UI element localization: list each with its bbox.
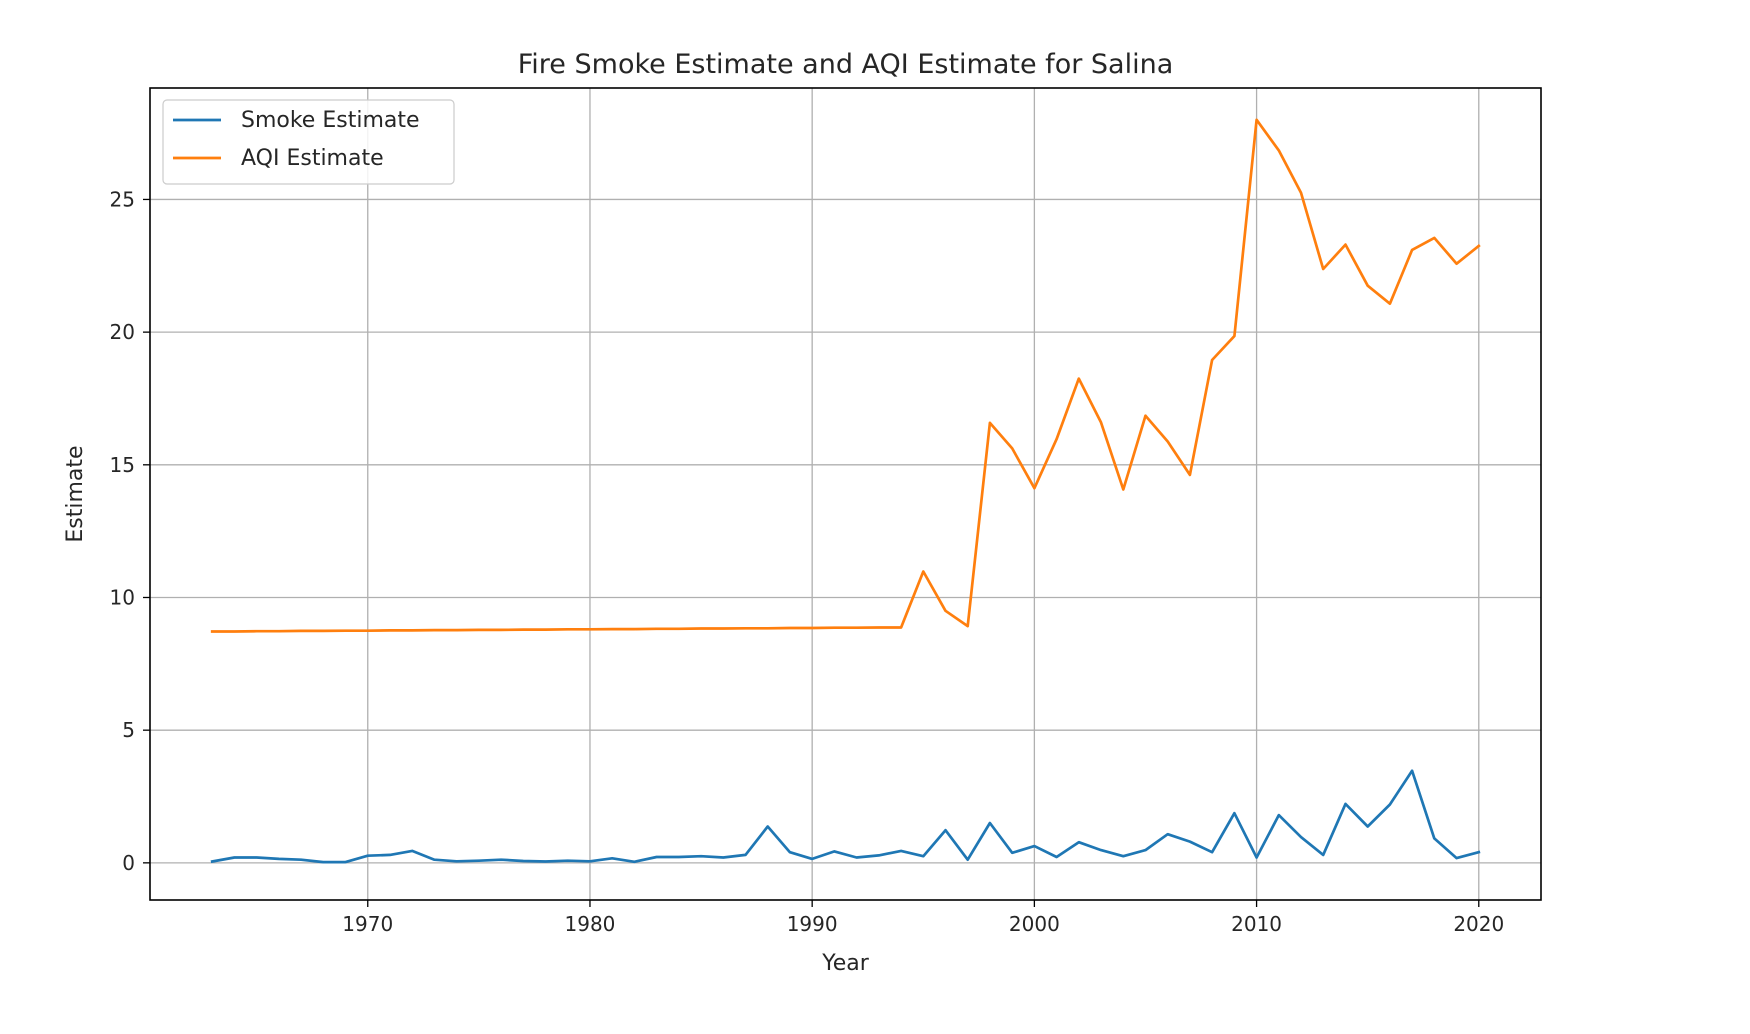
chart-title: Fire Smoke Estimate and AQI Estimate for…	[518, 49, 1174, 80]
y-axis-title: Estimate	[63, 445, 88, 542]
y-tick-label: 20	[110, 320, 135, 344]
legend-label: AQI Estimate	[241, 146, 384, 171]
x-tick-label: 1990	[787, 912, 838, 936]
series-line-aqi-estimate	[210, 118, 1481, 633]
series-lines	[210, 118, 1481, 864]
x-tick-label: 2010	[1231, 912, 1282, 936]
x-tick-label: 2000	[1009, 912, 1060, 936]
series-line-smoke-estimate	[210, 769, 1481, 864]
gridlines	[150, 88, 1541, 900]
legend: Smoke Estimate AQI Estimate	[162, 99, 455, 185]
plot-frame	[149, 87, 1542, 901]
x-tick-label: 1970	[342, 912, 393, 936]
y-tick-label: 25	[110, 187, 135, 211]
x-axis-title: Year	[821, 951, 870, 976]
y-tick-label: 5	[122, 718, 135, 742]
x-tick-label: 1980	[565, 912, 616, 936]
axis-ticks: 1970 1980 1990 2000 2010 2020 0 5 10 15 20 25	[110, 187, 1505, 936]
y-tick-label: 0	[122, 851, 135, 875]
x-tick-label: 2020	[1453, 912, 1504, 936]
legend-box	[162, 99, 455, 185]
y-tick-label: 10	[110, 585, 135, 609]
y-tick-label: 15	[110, 453, 135, 477]
legend-label: Smoke Estimate	[241, 108, 420, 133]
